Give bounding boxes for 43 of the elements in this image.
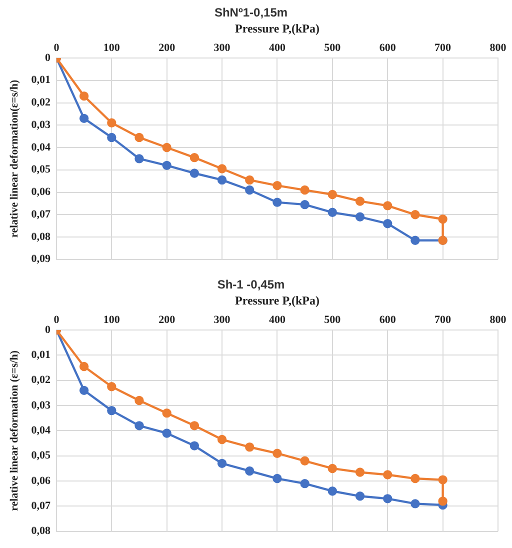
y-tick-label: 0,02: [31, 374, 51, 386]
chart-title: ShNº1-0,15m: [214, 6, 288, 20]
y-tick-label: 0,08: [31, 525, 51, 538]
y-tick-label: 0,04: [31, 141, 51, 154]
x-tick-label: 0: [54, 42, 60, 54]
y-tick-label: 0,08: [31, 230, 51, 243]
x-tick-label: 300: [214, 314, 231, 326]
y-tick-label: 0,01: [31, 349, 50, 362]
y-tick-label: 0,04: [31, 424, 51, 437]
x-tick-label: 500: [324, 42, 342, 54]
y-tick-label: 0,07: [31, 500, 51, 512]
x-axis-title: Pressure P,(kPa): [235, 294, 320, 308]
x-tick-label: 100: [103, 314, 120, 326]
y-tick-label: 0,07: [31, 208, 51, 220]
y-axis-title: relative linear deformation(ε=s/h): [8, 79, 20, 238]
x-tick-label: 700: [434, 42, 452, 54]
x-tick-label: 700: [434, 314, 452, 326]
y-tick-label: 0,06: [31, 474, 51, 487]
x-axis-title: Pressure P,(kPa): [235, 22, 320, 36]
y-tick-label: 0: [44, 324, 51, 336]
y-tick-label: 0,05: [31, 164, 51, 176]
x-tick-label: 600: [379, 314, 396, 326]
x-tick-label: 800: [490, 314, 507, 326]
y-tick-label: 0,01: [31, 74, 50, 86]
y-tick-label: 0,03: [31, 399, 51, 412]
x-tick-label: 200: [158, 42, 176, 54]
y-tick-label: 0,09: [31, 253, 51, 266]
chart-title: Sh-1 -0,45m: [217, 278, 285, 292]
y-tick-label: 0,05: [31, 450, 51, 462]
x-tick-label: 300: [214, 42, 231, 54]
x-tick-label: 600: [379, 42, 396, 54]
x-tick-label: 800: [490, 42, 507, 54]
x-tick-label: 400: [268, 42, 286, 54]
y-tick-label: 0: [44, 52, 51, 64]
x-tick-label: 100: [103, 42, 120, 54]
y-tick-label: 0,02: [31, 96, 51, 109]
x-tick-label: 0: [54, 314, 60, 326]
x-tick-label: 200: [158, 314, 176, 326]
x-tick-label: 400: [268, 314, 286, 326]
y-tick-label: 0,03: [31, 118, 51, 131]
y-tick-label: 0,06: [31, 186, 51, 198]
y-axis-title: relative linear deformation (ε=s/h): [8, 350, 20, 511]
x-tick-label: 500: [324, 314, 342, 326]
